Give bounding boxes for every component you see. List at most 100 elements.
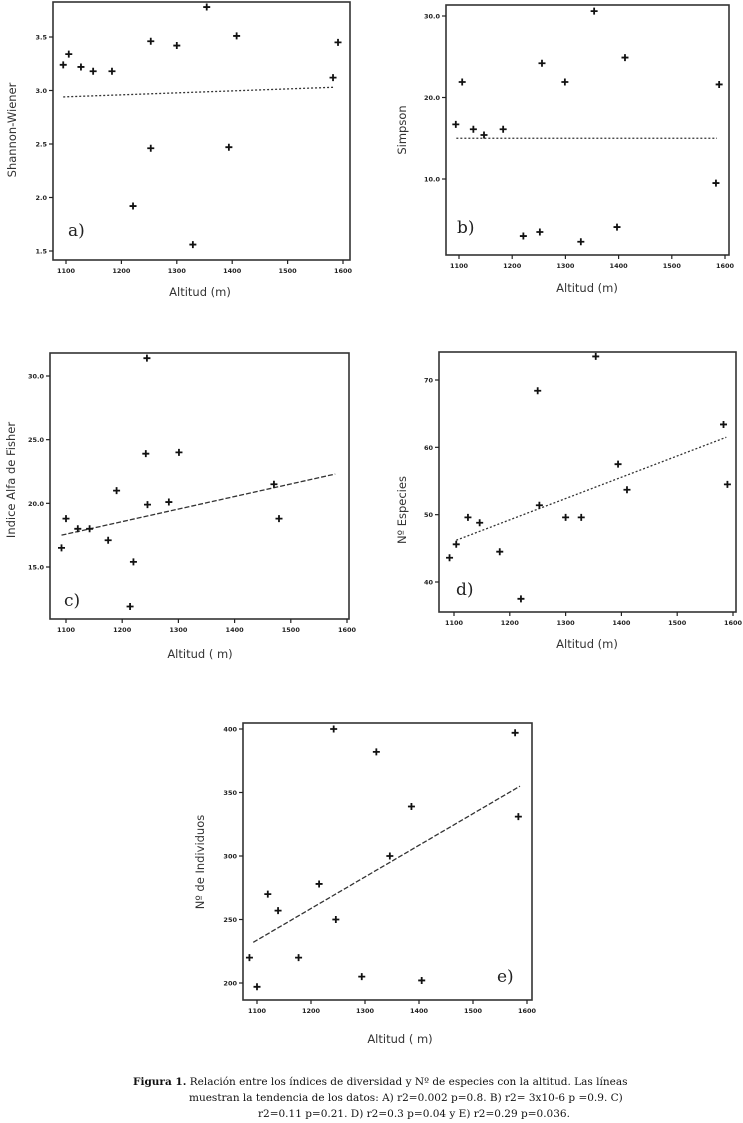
data-point xyxy=(621,54,629,62)
data-point xyxy=(480,131,488,139)
x-tick-label: 1500 xyxy=(282,626,301,634)
data-point xyxy=(253,983,261,991)
panel-label: a) xyxy=(68,221,85,241)
data-point xyxy=(89,67,97,75)
x-tick-label: 1500 xyxy=(464,1007,483,1015)
x-tick-label: 1100 xyxy=(248,1007,267,1015)
x-tick-label: 1100 xyxy=(57,626,76,634)
y-tick-label: 70 xyxy=(424,377,434,385)
x-tick-label: 1300 xyxy=(557,619,576,627)
x-tick-label: 1200 xyxy=(501,619,520,627)
data-point xyxy=(147,144,155,152)
data-point xyxy=(315,880,323,888)
y-tick-label: 15.0 xyxy=(28,564,45,572)
data-point xyxy=(496,548,504,556)
data-point xyxy=(712,179,720,187)
x-tick-label: 1500 xyxy=(668,619,687,627)
data-point xyxy=(332,916,340,923)
x-tick-label: 1300 xyxy=(556,262,575,270)
trend-line xyxy=(61,473,336,536)
data-point xyxy=(108,67,116,75)
panel-label: b) xyxy=(457,218,475,238)
x-tick-label: 1300 xyxy=(356,1007,375,1015)
y-tick-label: 20.0 xyxy=(424,94,441,102)
y-tick-label: 400 xyxy=(223,726,237,734)
data-point xyxy=(142,450,150,458)
figure-charts: 1100 1200 1300 1400 1500 1600 1.5 2.0 2.5 3.0 3.5 A… xyxy=(4,1,743,1046)
x-tick-label: 1400 xyxy=(223,267,242,275)
data-point xyxy=(126,602,134,610)
data-point xyxy=(535,501,543,509)
data-point xyxy=(590,7,598,15)
trend-line xyxy=(456,436,727,541)
x-tick-label: 1100 xyxy=(445,619,464,627)
y-tick-label: 30.0 xyxy=(28,373,45,381)
data-point xyxy=(446,554,454,562)
data-point xyxy=(499,125,507,133)
data-point xyxy=(143,501,151,509)
x-tick-label: 1100 xyxy=(450,262,469,270)
y-axis-label: Indice Alfa de Fisher xyxy=(4,422,18,538)
chart-panel-a: 1100 1200 1300 1400 1500 1600 1.5 2.0 2.5 3.0 3.5 A… xyxy=(5,1,353,299)
data-point xyxy=(74,525,82,533)
data-point xyxy=(519,232,527,240)
data-point xyxy=(275,515,283,523)
chart-panel-e: 1100 1200 1300 1400 1500 1600 200 250 300 350 400 A… xyxy=(193,722,537,1046)
y-tick-label: 30.0 xyxy=(424,13,441,21)
data-point xyxy=(334,38,342,46)
x-tick-label: 1500 xyxy=(279,267,298,275)
y-tick-label: 50 xyxy=(424,511,434,519)
caption-line-2: muestran la tendencia de los datos: A) r… xyxy=(189,1092,623,1104)
y-axis-label: Nº Especies xyxy=(395,476,409,544)
trend-line xyxy=(252,785,521,943)
data-point xyxy=(59,61,67,69)
data-point xyxy=(129,558,137,566)
trend-line xyxy=(63,86,334,98)
plot-frame xyxy=(52,1,351,261)
y-tick-label: 2.0 xyxy=(35,194,47,202)
data-point xyxy=(715,80,723,88)
x-tick-label: 1400 xyxy=(226,626,245,634)
plot-frame xyxy=(445,4,730,256)
y-tick-label: 10.0 xyxy=(424,176,441,184)
data-point xyxy=(452,120,460,128)
figure-caption: Figura 1. Relación entre los índices de … xyxy=(133,1076,627,1088)
x-tick-label: 1200 xyxy=(113,626,132,634)
data-point xyxy=(165,498,173,506)
data-point xyxy=(274,907,282,915)
x-tick-label: 1200 xyxy=(302,1007,321,1015)
x-tick-label: 1600 xyxy=(518,1007,537,1015)
y-tick-label: 20.0 xyxy=(28,500,45,508)
data-point xyxy=(233,32,241,40)
data-point xyxy=(407,802,415,810)
plot-frame xyxy=(242,722,533,1001)
panel-label: e) xyxy=(497,967,514,987)
data-point xyxy=(129,202,137,210)
y-tick-label: 1.5 xyxy=(35,248,47,256)
panel-label: c) xyxy=(64,591,80,611)
data-point xyxy=(104,536,112,544)
data-point xyxy=(372,748,380,756)
y-axis-label: Nº de Individuos xyxy=(193,815,207,910)
x-tick-label: 1600 xyxy=(724,619,743,627)
data-point xyxy=(614,460,622,468)
data-point xyxy=(514,813,522,821)
x-axis-label: Altitud ( m) xyxy=(367,1032,432,1046)
panel-label: d) xyxy=(456,580,474,600)
data-point xyxy=(113,487,121,495)
data-point xyxy=(577,238,585,246)
data-point xyxy=(65,50,73,58)
data-point xyxy=(534,387,542,395)
caption-label: Figura 1. xyxy=(133,1076,187,1088)
data-point xyxy=(623,486,631,494)
x-tick-label: 1600 xyxy=(338,626,357,634)
x-tick-label: 1300 xyxy=(168,267,187,275)
data-point xyxy=(143,354,151,362)
x-tick-label: 1200 xyxy=(112,267,131,275)
x-tick-label: 1400 xyxy=(410,1007,429,1015)
y-tick-label: 2.5 xyxy=(35,141,47,149)
y-tick-label: 350 xyxy=(223,789,237,797)
data-point xyxy=(464,513,472,521)
data-point xyxy=(86,525,94,533)
data-point xyxy=(189,241,197,249)
